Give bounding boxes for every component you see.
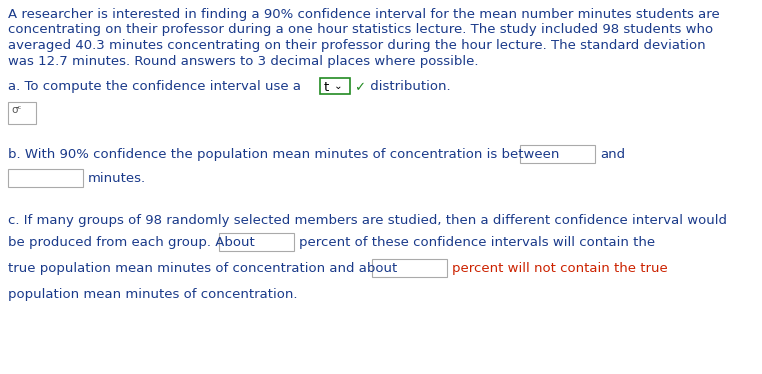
Text: ✓: ✓ [354,81,365,94]
Text: was 12.7 minutes. Round answers to 3 decimal places where possible.: was 12.7 minutes. Round answers to 3 dec… [8,55,479,67]
Text: population mean minutes of concentration.: population mean minutes of concentration… [8,288,297,301]
Text: be produced from each group. About: be produced from each group. About [8,236,255,249]
Text: σᶜ: σᶜ [11,105,21,115]
Text: a. To compute the confidence interval use a: a. To compute the confidence interval us… [8,80,306,93]
Text: t: t [324,81,329,94]
Text: minutes.: minutes. [88,172,146,185]
Text: ⌄: ⌄ [334,81,343,91]
Text: and: and [600,148,625,161]
Bar [8,102,36,124]
Text: averaged 40.3 minutes concentrating on their professor during the hour lecture. : averaged 40.3 minutes concentrating on t… [8,39,706,52]
Bar [320,78,350,94]
Text: concentrating on their professor during a one hour statistics lecture. The study: concentrating on their professor during … [8,24,713,37]
Text: c. If many groups of 98 randomly selected members are studied, then a different : c. If many groups of 98 randomly selecte… [8,214,727,227]
Bar [219,233,294,251]
Text: distribution.: distribution. [366,80,450,93]
Text: true population mean minutes of concentration and about: true population mean minutes of concentr… [8,262,397,275]
Text: A researcher is interested in finding a 90% confidence interval for the mean num: A researcher is interested in finding a … [8,8,720,21]
Bar [8,169,83,187]
Bar [372,259,447,277]
Text: percent of these confidence intervals will contain the: percent of these confidence intervals wi… [299,236,655,249]
Text: b. With 90% confidence the population mean minutes of concentration is between: b. With 90% confidence the population me… [8,148,559,161]
Bar [520,145,595,163]
Text: percent will not contain the true: percent will not contain the true [452,262,668,275]
